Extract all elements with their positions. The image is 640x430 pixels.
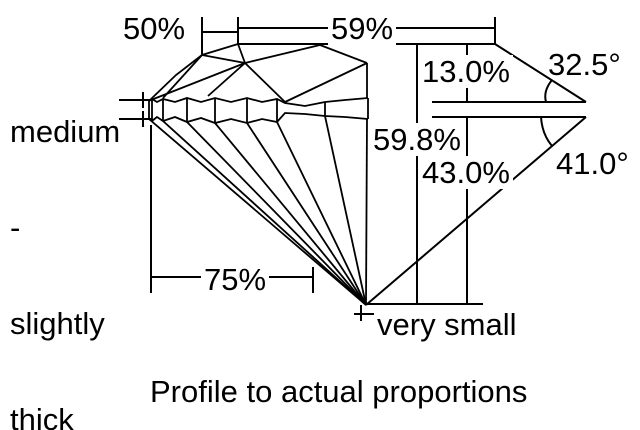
star-length-label: 50% — [123, 11, 186, 46]
girdle-thickness-line: medium — [10, 114, 121, 149]
girdle-band — [148, 97, 369, 124]
table-size-label: 59% — [328, 12, 397, 45]
total-depth-label: 59.8% — [370, 123, 464, 156]
culet-size-label: very small — [377, 307, 517, 342]
girdle-thickness-label: medium - slightly thick (faceted) 3.5% — [10, 52, 132, 430]
crown-angle-label: 32.5° — [548, 47, 621, 82]
girdle-thickness-line: slightly — [10, 306, 105, 341]
crown-height-label: 13.0% — [419, 55, 513, 88]
girdle-thickness-line: - — [10, 210, 21, 245]
pavilion-facets — [148, 115, 368, 306]
pavilion-angle-label: 41.0° — [556, 146, 629, 181]
caption: Profile to actual proportions — [150, 374, 528, 409]
crown-facets — [149, 43, 368, 103]
girdle-thickness-line: thick — [10, 402, 74, 430]
pavilion-depth-label: 43.0% — [419, 156, 513, 189]
lower-girdle-label: 75% — [201, 263, 270, 296]
angle-arcs — [540, 79, 553, 147]
